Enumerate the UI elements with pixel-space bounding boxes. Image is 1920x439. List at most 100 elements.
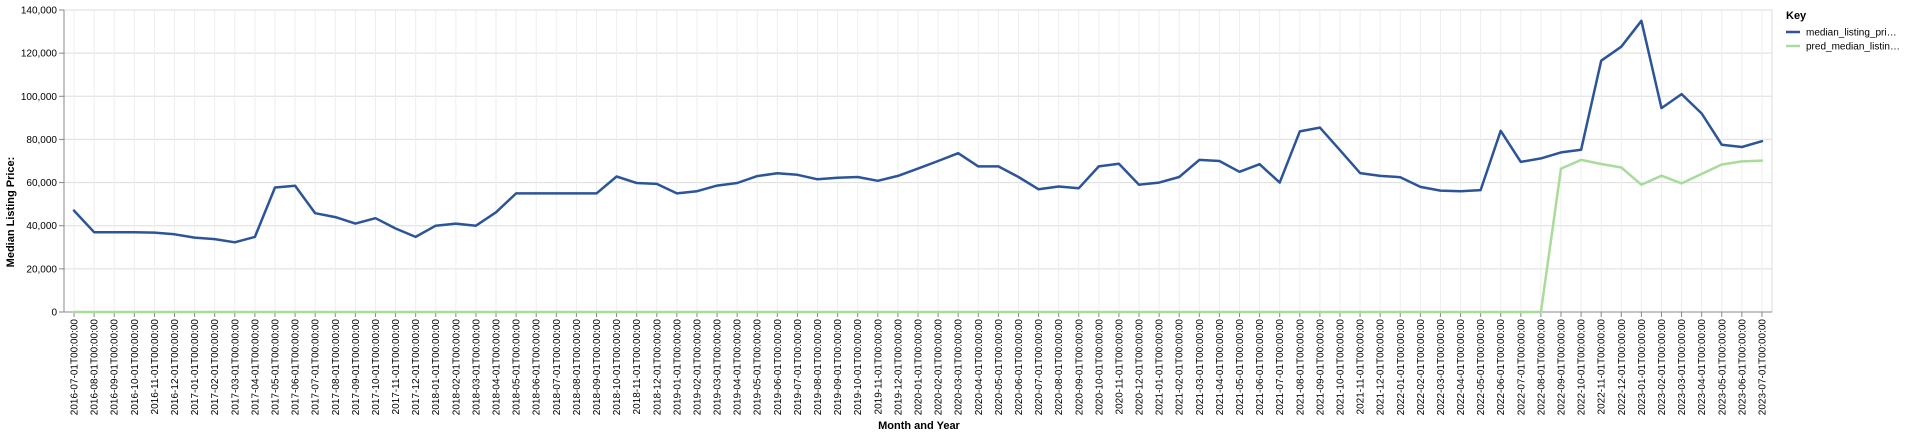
- x-tick-label: 2016-10-01T00:00:00: [130, 319, 141, 416]
- x-tick-label: 2016-11-01T00:00:00: [150, 319, 161, 415]
- x-tick-label: 2019-10-01T00:00:00: [853, 319, 864, 416]
- x-tick-label: 2016-08-01T00:00:00: [90, 319, 101, 416]
- x-tick-label: 2021-08-01T00:00:00: [1295, 319, 1306, 416]
- x-tick-label: 2023-07-01T00:00:00: [1757, 319, 1768, 416]
- x-tick-label: 2017-12-01T00:00:00: [411, 319, 422, 416]
- x-tick-label: 2022-07-01T00:00:00: [1516, 319, 1527, 416]
- x-tick-label: 2023-05-01T00:00:00: [1717, 319, 1728, 416]
- series-lines: [72, 19, 1764, 314]
- x-tick-label: 2017-03-01T00:00:00: [230, 319, 241, 416]
- x-tick-label: 2020-08-01T00:00:00: [1054, 319, 1065, 416]
- x-tick-label: 2020-02-01T00:00:00: [934, 319, 945, 416]
- x-tick-label: 2020-10-01T00:00:00: [1094, 319, 1105, 416]
- x-tick-label: 2018-08-01T00:00:00: [572, 319, 583, 416]
- legend-label: median_listing_pri…: [1806, 28, 1897, 39]
- x-tick-label: 2019-02-01T00:00:00: [692, 319, 703, 416]
- x-tick-label: 2019-11-01T00:00:00: [873, 319, 884, 415]
- x-tick-label: 2021-07-01T00:00:00: [1275, 319, 1286, 416]
- x-tick-label: 2023-04-01T00:00:00: [1697, 319, 1708, 416]
- x-tick-label: 2016-12-01T00:00:00: [170, 319, 181, 416]
- legend-title: Key: [1786, 10, 1807, 22]
- y-tick-label: 100,000: [21, 92, 58, 103]
- x-tick-label: 2018-05-01T00:00:00: [512, 319, 523, 416]
- x-tick-label: 2022-10-01T00:00:00: [1577, 319, 1588, 416]
- y-tick-label: 60,000: [26, 178, 57, 189]
- x-tick-label: 2019-05-01T00:00:00: [753, 319, 764, 416]
- x-tick-label: 2017-10-01T00:00:00: [371, 319, 382, 416]
- x-tick-label: 2019-01-01T00:00:00: [672, 319, 683, 416]
- x-tick-label: 2019-09-01T00:00:00: [833, 319, 844, 416]
- x-tick-label: 2020-09-01T00:00:00: [1074, 319, 1085, 416]
- x-tick-label: 2017-01-01T00:00:00: [190, 319, 201, 416]
- x-tick-label: 2017-06-01T00:00:00: [291, 319, 302, 416]
- x-tick-label: 2022-06-01T00:00:00: [1496, 319, 1507, 416]
- axes: 0 20,000 40,000 60,000 80,000 100,000 120,000 1…: [21, 6, 1772, 416]
- x-tick-label: 2019-03-01T00:00:00: [713, 319, 724, 416]
- x-tick-label: 2018-03-01T00:00:00: [471, 319, 482, 416]
- x-tick-label: 2021-04-01T00:00:00: [1215, 319, 1226, 416]
- x-tick-label: 2023-02-01T00:00:00: [1657, 319, 1668, 416]
- x-tick-label: 2018-07-01T00:00:00: [552, 319, 563, 416]
- x-tick-label: 2020-05-01T00:00:00: [994, 319, 1005, 416]
- x-tick-label: 2021-09-01T00:00:00: [1315, 319, 1326, 416]
- x-tick-label: 2017-04-01T00:00:00: [250, 319, 261, 416]
- y-tick-label: 20,000: [26, 264, 57, 275]
- legend: Key median_listing_pri… pred_median_listi…: [1786, 10, 1900, 53]
- x-tick-label: 2021-03-01T00:00:00: [1195, 319, 1206, 416]
- x-tick-label: 2018-12-01T00:00:00: [652, 319, 663, 416]
- x-tick-label: 2022-01-01T00:00:00: [1396, 319, 1407, 416]
- x-tick-label: 2019-04-01T00:00:00: [733, 319, 744, 416]
- y-tick-label: 120,000: [21, 49, 58, 60]
- x-tick-label: 2021-11-01T00:00:00: [1356, 319, 1367, 415]
- legend-label: pred_median_listin…: [1806, 42, 1900, 53]
- x-tick-label: 2022-05-01T00:00:00: [1476, 319, 1487, 416]
- x-tick-label: 2019-08-01T00:00:00: [813, 319, 824, 416]
- y-tick-label: 0: [51, 308, 57, 319]
- series-line: [72, 158, 1764, 314]
- y-tick-label: 140,000: [21, 6, 58, 17]
- x-tick-label: 2021-12-01T00:00:00: [1376, 319, 1387, 416]
- x-tick-label: 2022-08-01T00:00:00: [1536, 319, 1547, 416]
- gridlines: [63, 9, 1773, 313]
- x-tick-label: 2016-09-01T00:00:00: [110, 319, 121, 416]
- x-tick-label: 2018-09-01T00:00:00: [592, 319, 603, 416]
- x-tick-label: 2021-10-01T00:00:00: [1335, 319, 1346, 416]
- x-tick-label: 2017-11-01T00:00:00: [391, 319, 402, 415]
- x-tick-label: 2018-01-01T00:00:00: [431, 319, 442, 416]
- x-tick-label: 2022-02-01T00:00:00: [1416, 319, 1427, 416]
- x-tick-label: 2021-01-01T00:00:00: [1155, 319, 1166, 416]
- x-tick-label: 2018-06-01T00:00:00: [532, 319, 543, 416]
- x-tick-label: 2017-07-01T00:00:00: [311, 319, 322, 416]
- x-tick-label: 2020-12-01T00:00:00: [1135, 319, 1146, 416]
- y-tick-label: 40,000: [26, 221, 57, 232]
- x-tick-label: 2023-06-01T00:00:00: [1737, 319, 1748, 416]
- x-tick-label: 2017-02-01T00:00:00: [210, 319, 221, 416]
- x-tick-label: 2022-12-01T00:00:00: [1617, 319, 1628, 416]
- series-line: [72, 19, 1764, 244]
- y-tick-label: 80,000: [26, 135, 57, 146]
- x-tick-label: 2020-04-01T00:00:00: [974, 319, 985, 416]
- x-tick-label: 2020-11-01T00:00:00: [1114, 319, 1125, 415]
- x-tick-label: 2018-11-01T00:00:00: [632, 319, 643, 415]
- x-tick-label: 2021-02-01T00:00:00: [1175, 319, 1186, 416]
- x-tick-label: 2021-06-01T00:00:00: [1255, 319, 1266, 416]
- legend-items: median_listing_pri… pred_median_listin…: [1786, 28, 1900, 53]
- x-tick-label: 2020-07-01T00:00:00: [1034, 319, 1045, 416]
- x-tick-label: 2021-05-01T00:00:00: [1235, 319, 1246, 416]
- x-tick-label: 2018-02-01T00:00:00: [451, 319, 462, 416]
- x-tick-label: 2017-08-01T00:00:00: [331, 319, 342, 416]
- x-tick-label: 2019-07-01T00:00:00: [793, 319, 804, 416]
- x-tick-label: 2020-03-01T00:00:00: [954, 319, 965, 416]
- x-axis-title: Month and Year: [878, 420, 960, 432]
- x-tick-label: 2017-05-01T00:00:00: [270, 319, 281, 416]
- x-tick-label: 2016-07-01T00:00:00: [70, 319, 81, 416]
- x-tick-label: 2022-09-01T00:00:00: [1557, 319, 1568, 416]
- x-tick-label: 2020-06-01T00:00:00: [1014, 319, 1025, 416]
- x-tick-label: 2019-12-01T00:00:00: [893, 319, 904, 416]
- x-tick-label: 2017-09-01T00:00:00: [351, 319, 362, 416]
- x-tick-label: 2018-04-01T00:00:00: [492, 319, 503, 416]
- x-tick-label: 2018-10-01T00:00:00: [612, 319, 623, 416]
- x-tick-label: 2023-01-01T00:00:00: [1637, 319, 1648, 416]
